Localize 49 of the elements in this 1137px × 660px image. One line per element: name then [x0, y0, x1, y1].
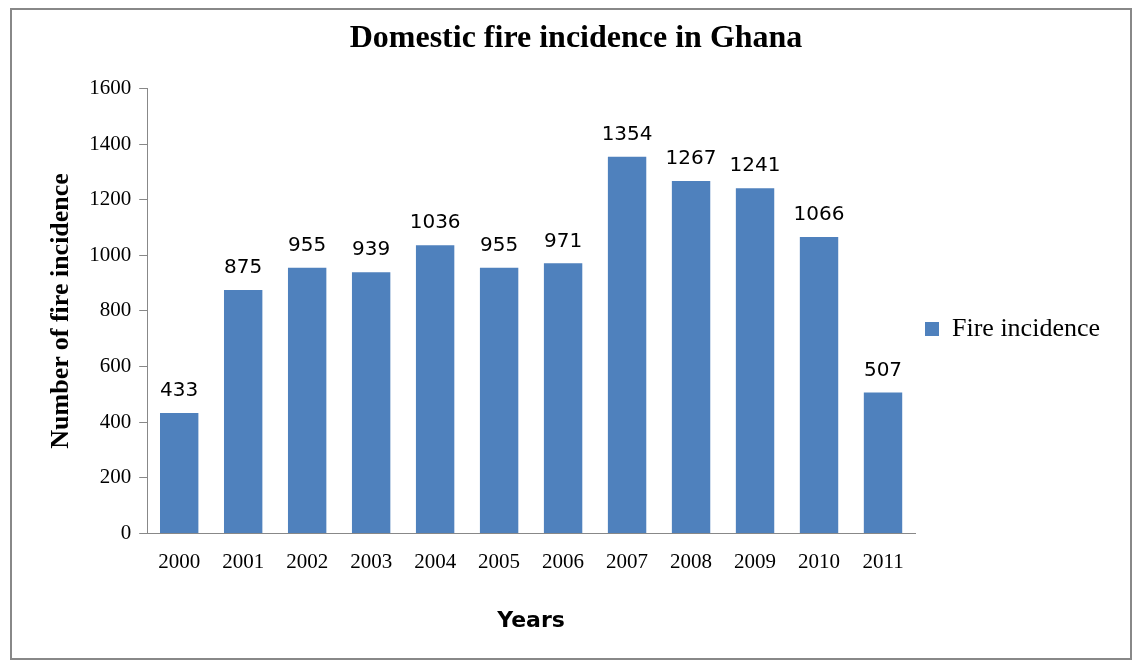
x-tick-label: 2000: [158, 548, 201, 573]
x-tick-label: 2010: [798, 548, 841, 573]
data-label: 1267: [665, 145, 717, 170]
x-tick-label: 2008: [670, 548, 713, 573]
bar: [415, 245, 455, 533]
y-tick-label: 400: [99, 408, 132, 433]
data-label: 939: [352, 236, 391, 261]
y-tick-label: 600: [99, 353, 132, 378]
bar: [543, 263, 583, 533]
x-tick-label: 2004: [414, 548, 457, 573]
y-tick-label: 800: [99, 297, 132, 322]
bar: [799, 236, 839, 533]
data-label: 433: [160, 377, 199, 402]
bar: [223, 290, 263, 533]
bar: [479, 267, 519, 533]
y-tick-label: 1600: [89, 74, 132, 99]
bar: [607, 156, 647, 533]
y-tick-label: 1000: [89, 241, 132, 266]
x-tick-label: 2009: [734, 548, 777, 573]
y-axis-title: Number of fire incidence: [45, 173, 75, 449]
data-label: 971: [544, 227, 583, 252]
data-label: 1354: [601, 121, 653, 146]
y-tick-label: 0: [120, 519, 132, 544]
legend-label: Fire incidence: [952, 312, 1101, 342]
y-tick-label: 1200: [89, 186, 132, 211]
data-label: 875: [224, 254, 263, 279]
x-axis-title: Years: [496, 606, 565, 632]
x-tick-label: 2007: [606, 548, 649, 573]
data-label: 1241: [729, 152, 781, 177]
bar: [863, 392, 903, 533]
bar: [671, 181, 711, 533]
bar: [735, 188, 775, 533]
data-label: 955: [480, 231, 519, 256]
data-label: 1066: [793, 201, 845, 226]
bar: [351, 272, 391, 533]
x-tick-label: 2001: [222, 548, 265, 573]
chart-title: Domestic fire incidence in Ghana: [349, 18, 803, 55]
bar: [287, 267, 327, 533]
data-label: 507: [863, 356, 903, 381]
y-tick-label: 1400: [89, 130, 132, 155]
data-label: 955: [288, 231, 327, 256]
x-tick-label: 2003: [350, 548, 393, 573]
x-tick-label: 2011: [862, 548, 904, 573]
x-tick-label: 2005: [478, 548, 521, 573]
bar: [160, 412, 199, 533]
x-tick-label: 2002: [286, 548, 329, 573]
y-tick-label: 200: [99, 464, 132, 489]
data-label: 1036: [409, 209, 461, 234]
x-tick-label: 2006: [542, 548, 585, 573]
